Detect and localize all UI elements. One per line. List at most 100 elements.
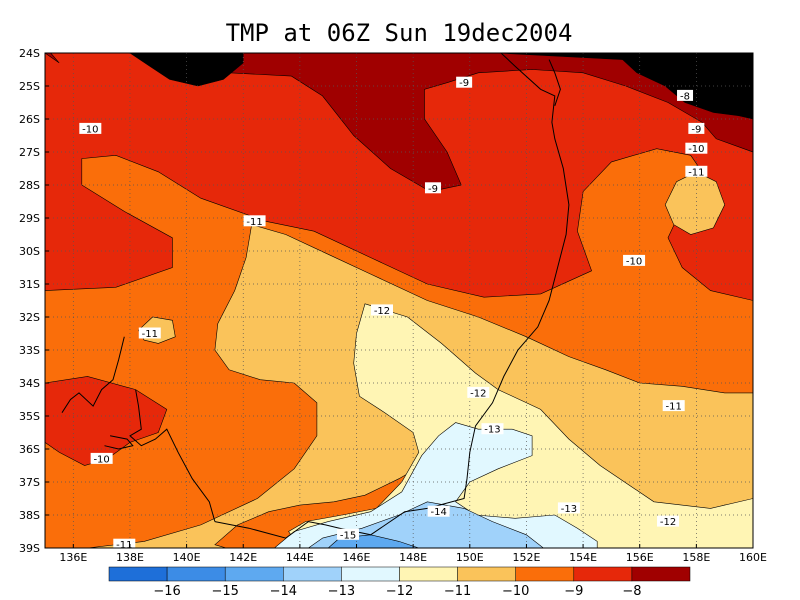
contour-label: -9 [428, 184, 438, 195]
coastline-segment [104, 435, 134, 450]
contour-label: -11 [688, 167, 704, 178]
contour-region [45, 53, 753, 301]
colorbar-label: −16 [153, 584, 180, 599]
colorbar-label: −8 [622, 584, 641, 599]
contour-label: -11 [666, 402, 682, 413]
contour-label: -12 [470, 388, 486, 399]
colorbar-label: −9 [564, 584, 583, 599]
contour-label-box [662, 400, 685, 412]
coastline [61, 52, 570, 539]
contour-region [664, 171, 726, 235]
contour-label-box [688, 122, 705, 134]
plot-area [45, 53, 753, 548]
colorbar: −16 −15 −14 −13 −12 −11 −10 −9 −8 [108, 566, 691, 599]
contour-label-box [243, 215, 266, 227]
contour-label: -10 [93, 454, 109, 465]
colorbar-label: −13 [328, 584, 355, 599]
x-tick-label: 140E [173, 551, 201, 564]
colorbar-swatch [166, 566, 226, 582]
contour-region [273, 422, 598, 548]
colorbar-swatch [457, 566, 516, 582]
contour-label: -13 [484, 425, 500, 436]
contour-label: -14 [430, 507, 446, 518]
x-tick-label: 152E [512, 551, 540, 564]
contour-label-box [337, 528, 360, 540]
contour-label: -10 [82, 124, 98, 135]
contour-label-box [467, 386, 490, 398]
x-tick-label: 148E [399, 551, 427, 564]
contour-label: -10 [626, 256, 642, 267]
y-tick-label: 28S [19, 179, 40, 192]
x-tick-label: 136E [59, 551, 87, 564]
colorbar-swatch [283, 566, 342, 582]
axes: 136E 138E 140E 142E 144E 146E 148E 150E 152E 154E… [19, 47, 767, 564]
contour-label-box [557, 502, 580, 514]
y-tick-label: 39S [19, 542, 40, 555]
contour-label: -11 [142, 329, 158, 340]
y-tick-label: 24S [19, 47, 40, 60]
contour-label: -9 [691, 124, 701, 135]
contour-label-box [138, 327, 161, 339]
x-tick-label: 158E [682, 551, 710, 564]
contour-label-box [456, 76, 473, 88]
contour-labels: -9 -8 -10 -9 -10 -11 -9 -11 -10 -12 -11 -12 -11 -13 -1… [79, 76, 708, 551]
contour-label: -10 [688, 144, 704, 155]
contour-label: -13 [561, 504, 577, 515]
contour-label-box [427, 505, 450, 517]
y-tick-label: 35S [19, 410, 40, 423]
contour-label: -12 [660, 517, 676, 528]
contour-label-box [685, 142, 708, 154]
plot-frame [44, 52, 754, 549]
colorbar-label: −10 [502, 584, 529, 599]
contour-label-box [481, 423, 504, 435]
contour-label-box [371, 304, 394, 316]
colorbar-swatch [224, 566, 284, 582]
colorbar-label: −12 [386, 584, 413, 599]
y-tick-label: 38S [19, 509, 40, 522]
contour-label-box [113, 538, 136, 550]
x-tick-label: 160E [739, 551, 767, 564]
colorbar-swatch [399, 566, 458, 582]
y-tick-label: 32S [19, 311, 40, 324]
contour-label-box [623, 254, 646, 266]
contour-label-box [90, 452, 113, 464]
contour-label-box [685, 165, 708, 177]
contour-label: -12 [374, 306, 390, 317]
y-tick-label: 29S [19, 212, 40, 225]
colorbar-swatch [515, 566, 575, 582]
y-tick-label: 33S [19, 344, 40, 357]
contour-label: -11 [246, 217, 262, 228]
x-tick-label: 156E [626, 551, 654, 564]
y-tick-label: 37S [19, 476, 40, 489]
contour-region [498, 53, 753, 120]
contour-label: -11 [116, 540, 132, 551]
colorbar-swatch [631, 566, 691, 582]
x-tick-label: 154E [569, 551, 597, 564]
contour-label-box [79, 122, 102, 134]
y-tick-label: 27S [19, 146, 40, 159]
y-tick-label: 26S [19, 113, 40, 126]
colorbar-label: −15 [211, 584, 238, 599]
coastline-segment [61, 336, 125, 413]
y-tick-label: 25S [19, 80, 40, 93]
x-tick-label: 142E [229, 551, 257, 564]
contour-label-box [657, 515, 680, 527]
contour-region [45, 53, 60, 64]
x-tick-label: 146E [343, 551, 371, 564]
y-tick-label: 34S [19, 377, 40, 390]
y-tick-label: 36S [19, 443, 40, 456]
coastline-segment [129, 389, 216, 522]
coastline-segment [214, 52, 570, 539]
contour-label-box [677, 89, 694, 101]
contour-label: -9 [459, 78, 469, 89]
x-tick-label: 144E [286, 551, 314, 564]
x-tick-label: 150E [456, 551, 484, 564]
contour-label-box [424, 182, 441, 194]
contour-label: -15 [340, 530, 356, 541]
colorbar-swatch [573, 566, 633, 582]
y-tick-label: 30S [19, 245, 40, 258]
colorbar-label: −11 [444, 584, 471, 599]
contour-label: -8 [680, 91, 690, 102]
coastline-segment [548, 59, 561, 106]
